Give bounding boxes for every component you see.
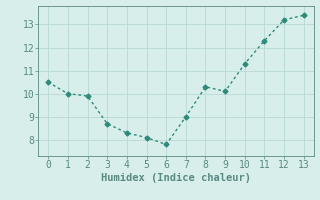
- X-axis label: Humidex (Indice chaleur): Humidex (Indice chaleur): [101, 173, 251, 183]
